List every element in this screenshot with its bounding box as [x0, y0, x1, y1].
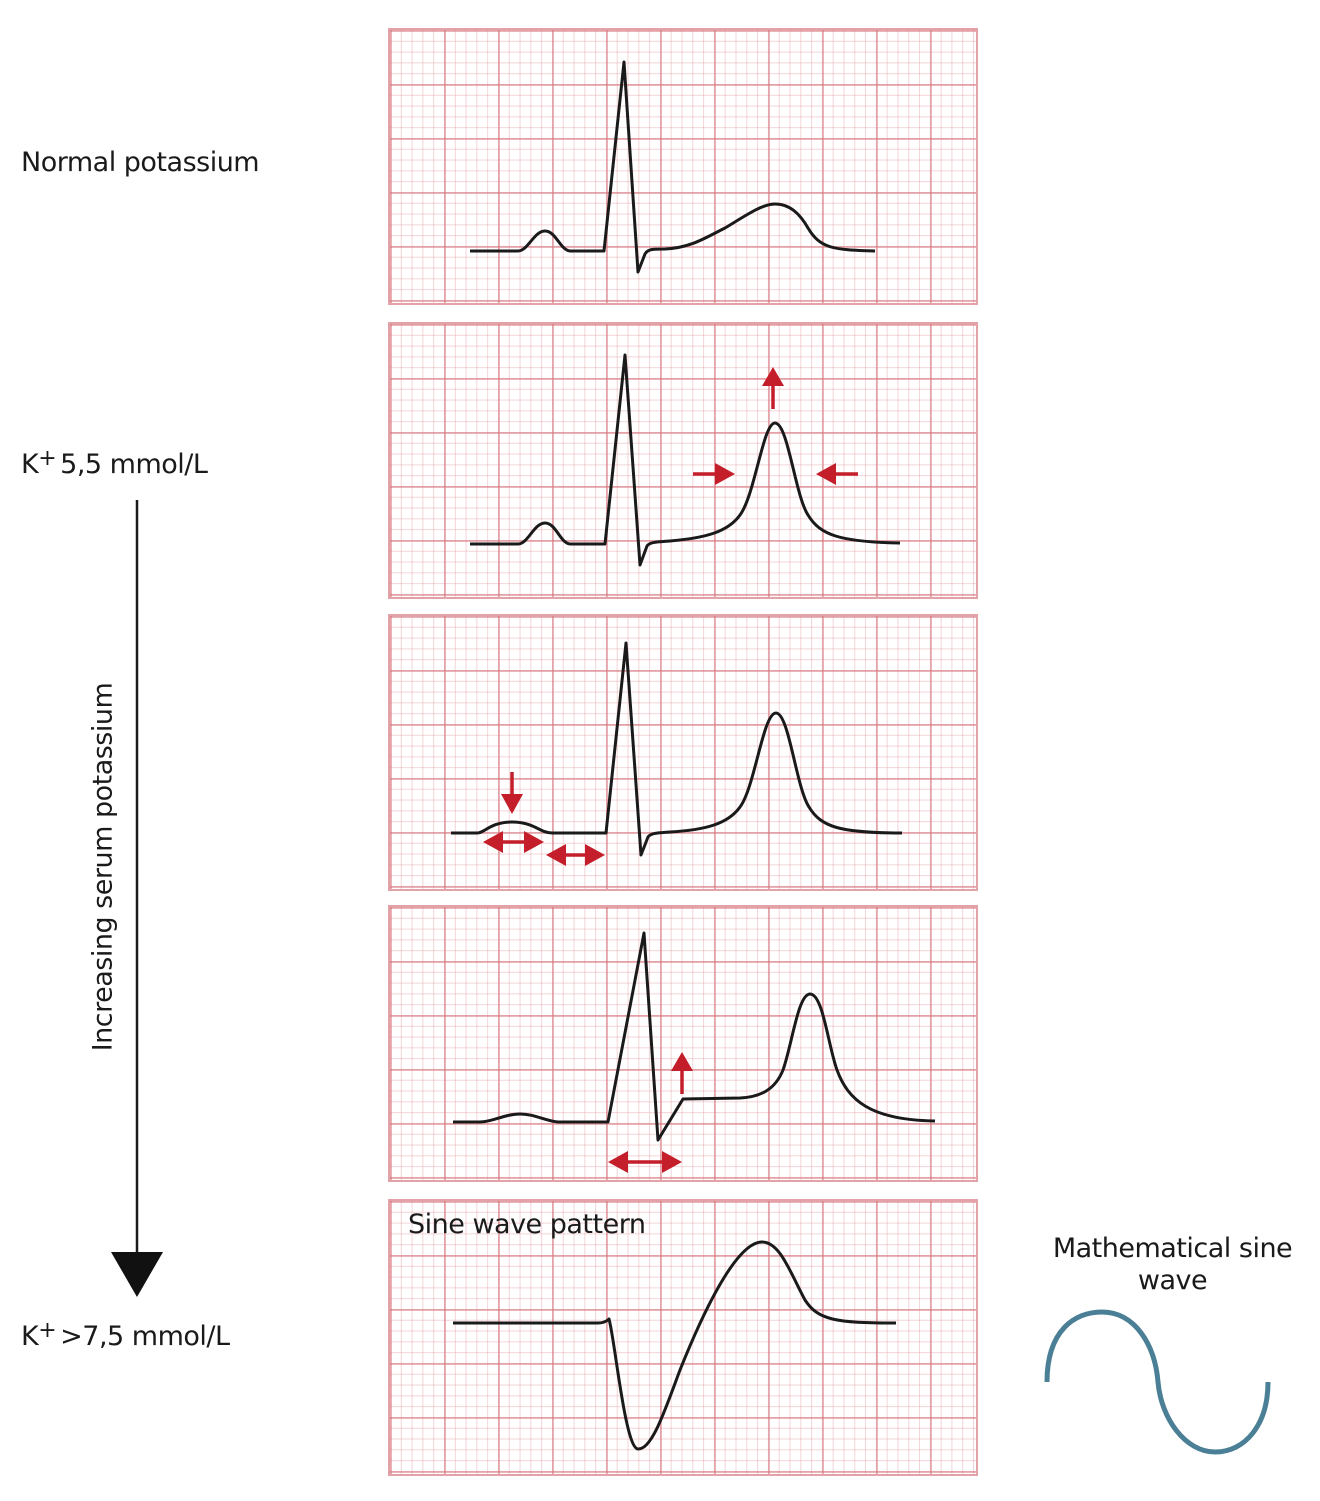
label-sine-wave-pattern: Sine wave pattern: [408, 1209, 646, 1240]
label-normal-potassium: Normal potassium: [21, 147, 260, 178]
ecg-trace-flattened-p: [451, 641, 903, 866]
annotation-arrows: [693, 367, 858, 485]
ecg-trace-sine-wave: [453, 1240, 897, 1451]
ecg-panel-peaked-t-wave: [388, 322, 978, 599]
ecg-panel-flattened-p-wave: [388, 614, 978, 891]
plus-superscript: +: [38, 1318, 57, 1343]
down-arrow-icon: [111, 500, 163, 1297]
ecg-panel-normal: [388, 28, 978, 305]
label-k-5-5: K+ 5,5 mmol/L: [21, 446, 208, 480]
annotation-arrows: [483, 772, 605, 866]
k-value: >7,5 mmol/L: [60, 1321, 230, 1352]
ecg-trace-peaked-t: [470, 353, 901, 567]
sine-wave-icon: [1044, 1309, 1271, 1455]
ecg-trace-wide-qrs: [453, 931, 936, 1173]
ecg-panel-wide-qrs: [388, 905, 978, 1182]
label-mathematical-sine-wave: Mathematical sine wave: [1052, 1233, 1293, 1296]
annotation-arrows: [608, 1052, 693, 1173]
ecg-panel-sine-wave: Sine wave pattern: [388, 1199, 978, 1476]
label-k-7-5: K+ >7,5 mmol/L: [21, 1318, 230, 1352]
k-symbol: K: [21, 1321, 39, 1352]
plus-superscript: +: [38, 446, 57, 471]
k-symbol: K: [21, 449, 39, 480]
ecg-trace-normal: [470, 60, 876, 274]
k-value: 5,5 mmol/L: [60, 449, 208, 480]
